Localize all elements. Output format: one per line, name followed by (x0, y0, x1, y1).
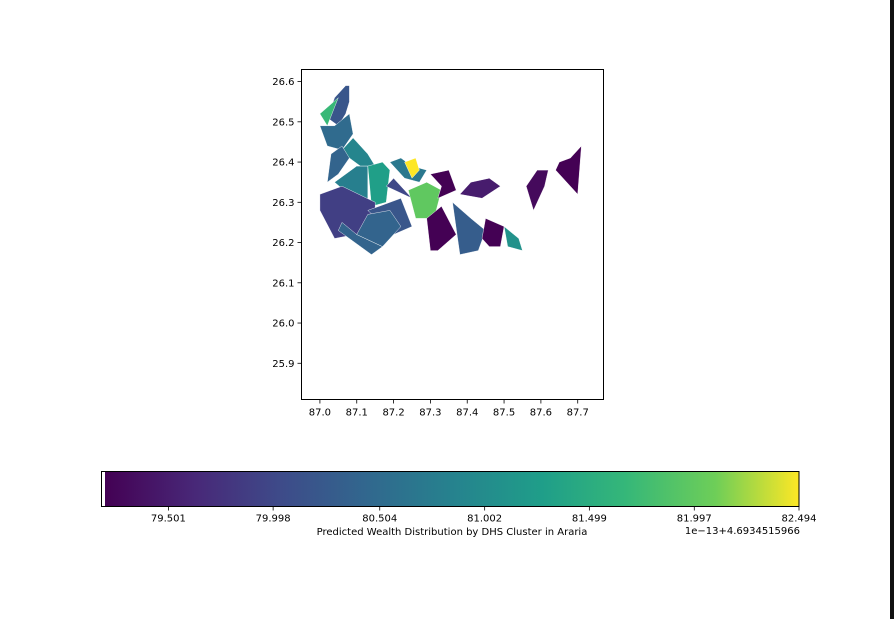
map-region (430, 169, 457, 199)
map-y-tick-label: 26.6 (272, 77, 294, 88)
colorbar-tick-label: 81.997 (677, 514, 712, 525)
colorbar-tick-label: 82.494 (782, 514, 817, 525)
map-y-ticks: 25.9 26.0 26.1 26.2 26.3 26.4 26.5 26.6 (272, 77, 302, 370)
colorbar-gradient (105, 471, 799, 507)
map-region (327, 145, 350, 183)
colorbar-ticks: 79.501 79.998 80.504 81.002 81.499 81.997 82.4… (151, 506, 817, 525)
map-region (459, 177, 501, 199)
map-region (408, 181, 442, 219)
map-region (404, 157, 420, 179)
map-y-tick-label: 26.5 (272, 117, 294, 128)
map-x-tick-label: 87.5 (493, 408, 515, 419)
map-y-tick-label: 26.0 (272, 319, 294, 330)
map-region (367, 161, 391, 207)
map-x-tick-label: 87.0 (309, 408, 331, 419)
map-x-tick-label: 87.2 (382, 408, 404, 419)
map-region (426, 205, 457, 251)
colorbar-frame (101, 471, 800, 507)
map-y-tick-label: 26.2 (272, 238, 294, 249)
colorbar-tick-label: 81.499 (572, 514, 607, 525)
map-x-ticks: 87.0 87.1 87.2 87.3 87.4 87.5 87.6 87.7 (309, 399, 589, 419)
colorbar-gap (101, 471, 106, 507)
map-y-tick-label: 26.4 (272, 158, 294, 169)
map-axes: 87.0 87.1 87.2 87.3 87.4 87.5 87.6 87.7 25.9 26.… (272, 69, 604, 419)
map-region (319, 113, 354, 151)
map-x-tick-label: 87.7 (567, 408, 589, 419)
map-frame (301, 69, 604, 400)
map-region (385, 177, 413, 199)
map-region (503, 226, 523, 251)
colorbar-tick-label: 81.002 (467, 514, 502, 525)
colorbar-tick-label: 79.501 (151, 514, 186, 525)
map-x-tick-label: 87.4 (456, 408, 478, 419)
map-region (356, 210, 402, 247)
map-region (481, 218, 505, 247)
colorbar-label: Predicted Wealth Distribution by DHS Clu… (317, 527, 588, 538)
map-x-tick-label: 87.1 (346, 408, 368, 419)
map-y-tick-label: 26.1 (272, 278, 294, 289)
colorbar-offset-label: 1e−13+4.6934515966 (685, 526, 800, 537)
map-x-tick-label: 87.6 (530, 408, 552, 419)
colorbar-tick-label: 79.998 (256, 514, 291, 525)
map-region (319, 97, 339, 127)
window-right-edge (890, 0, 894, 619)
map-region (525, 169, 549, 211)
map-region (452, 201, 486, 255)
map-y-tick-label: 26.3 (272, 198, 294, 209)
colorbar-tick-label: 80.504 (362, 514, 397, 525)
map-x-tick-label: 87.3 (419, 408, 441, 419)
map-y-tick-label: 25.9 (272, 359, 294, 370)
colorbar: 79.501 79.998 80.504 81.002 81.499 81.997 82.4… (101, 471, 817, 538)
map-region (555, 145, 582, 195)
map-regions (319, 85, 582, 255)
